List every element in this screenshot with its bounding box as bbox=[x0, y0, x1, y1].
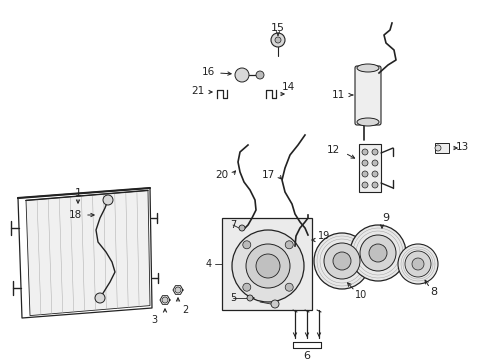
Circle shape bbox=[285, 283, 293, 291]
Text: 4: 4 bbox=[205, 259, 212, 269]
Text: 2: 2 bbox=[182, 305, 188, 315]
Bar bbox=[358, 144, 380, 192]
Circle shape bbox=[285, 241, 293, 249]
Bar bbox=[222, 218, 311, 310]
Circle shape bbox=[313, 233, 369, 289]
Circle shape bbox=[368, 244, 386, 262]
Circle shape bbox=[246, 295, 252, 301]
Text: 8: 8 bbox=[429, 287, 436, 297]
Circle shape bbox=[242, 283, 250, 291]
Polygon shape bbox=[26, 190, 150, 316]
Circle shape bbox=[239, 225, 244, 231]
Text: 16: 16 bbox=[202, 67, 215, 77]
Text: 12: 12 bbox=[326, 145, 339, 155]
Circle shape bbox=[434, 145, 440, 151]
Circle shape bbox=[270, 300, 279, 308]
Text: 18: 18 bbox=[69, 210, 82, 220]
Circle shape bbox=[324, 243, 359, 279]
Circle shape bbox=[242, 241, 250, 249]
Circle shape bbox=[332, 252, 350, 270]
Text: 9: 9 bbox=[381, 213, 388, 223]
Circle shape bbox=[103, 195, 113, 205]
Bar bbox=[434, 143, 448, 153]
FancyBboxPatch shape bbox=[354, 66, 380, 125]
Circle shape bbox=[256, 71, 264, 79]
Circle shape bbox=[270, 33, 285, 47]
Circle shape bbox=[359, 235, 395, 271]
Circle shape bbox=[349, 225, 405, 281]
Circle shape bbox=[361, 171, 367, 177]
Text: 11: 11 bbox=[331, 90, 345, 100]
Text: 3: 3 bbox=[151, 315, 157, 325]
Circle shape bbox=[95, 293, 105, 303]
Ellipse shape bbox=[356, 118, 378, 126]
Circle shape bbox=[371, 149, 377, 155]
Circle shape bbox=[235, 68, 248, 82]
Text: 1: 1 bbox=[74, 188, 81, 198]
Text: 7: 7 bbox=[229, 220, 236, 230]
Circle shape bbox=[231, 230, 304, 302]
Circle shape bbox=[274, 37, 281, 43]
Circle shape bbox=[411, 258, 423, 270]
Circle shape bbox=[397, 244, 437, 284]
Text: 15: 15 bbox=[270, 23, 285, 33]
Ellipse shape bbox=[356, 64, 378, 72]
Text: 14: 14 bbox=[282, 82, 295, 92]
Text: 5: 5 bbox=[229, 293, 236, 303]
Circle shape bbox=[361, 149, 367, 155]
Circle shape bbox=[371, 160, 377, 166]
Circle shape bbox=[404, 251, 430, 277]
Text: 6: 6 bbox=[303, 351, 310, 360]
Text: 20: 20 bbox=[214, 170, 227, 180]
Text: 13: 13 bbox=[455, 142, 468, 152]
Circle shape bbox=[371, 182, 377, 188]
Circle shape bbox=[175, 287, 181, 293]
Text: 21: 21 bbox=[191, 86, 204, 96]
Text: 10: 10 bbox=[354, 290, 366, 300]
Circle shape bbox=[361, 160, 367, 166]
Circle shape bbox=[361, 182, 367, 188]
Circle shape bbox=[245, 244, 289, 288]
Circle shape bbox=[371, 171, 377, 177]
Text: 17: 17 bbox=[261, 170, 274, 180]
Circle shape bbox=[162, 297, 168, 303]
Text: 19: 19 bbox=[317, 231, 329, 241]
Circle shape bbox=[256, 254, 280, 278]
